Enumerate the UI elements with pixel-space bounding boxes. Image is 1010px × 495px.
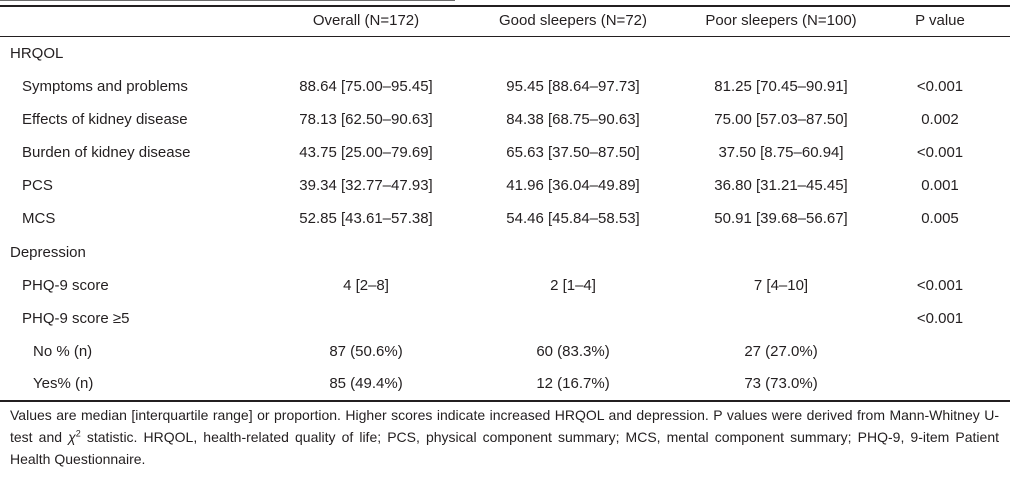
- cell-good-sleepers: 54.46 [45.84–58.53]: [506, 210, 640, 227]
- cell-poor-sleepers: 73 (73.0%): [744, 375, 818, 392]
- cell-overall: 78.13 [62.50–90.63]: [299, 111, 433, 128]
- row-label: Effects of kidney disease: [22, 111, 188, 128]
- cell-overall: 88.64 [75.00–95.45]: [299, 78, 433, 95]
- cell-good-sleepers: 12 (16.7%): [536, 375, 610, 392]
- cell-overall: 43.75 [25.00–79.69]: [299, 144, 433, 161]
- header-good-sleepers: Good sleepers (N=72): [499, 12, 647, 29]
- row-label: PHQ-9 score ≥5: [22, 310, 130, 327]
- cell-p-value: [890, 335, 990, 368]
- cell-overall: 4 [2–8]: [343, 277, 389, 294]
- cell-overall: [266, 302, 466, 335]
- table-top-rule: [0, 5, 1010, 7]
- row-label: Burden of kidney disease: [22, 144, 191, 161]
- footnote-text-part1: Values are median [interquartile range] …: [10, 407, 999, 445]
- row-label: Symptoms and problems: [22, 78, 188, 95]
- header-p-value: P value: [915, 12, 965, 29]
- cropped-title-underline: [0, 0, 455, 1]
- cell-p-value: <0.001: [916, 78, 964, 95]
- table-row: Yes% (n) 85 (49.4%) 12 (16.7%) 73 (73.0%…: [0, 367, 1010, 400]
- table-row: Effects of kidney disease 78.13 [62.50–9…: [0, 103, 1010, 136]
- cell-p-value: [890, 367, 990, 400]
- cropped-title-remnant: [0, 0, 455, 4]
- section-label-depression: Depression: [10, 244, 86, 261]
- cell-overall: 52.85 [43.61–57.38]: [299, 210, 433, 227]
- cell-good-sleepers: 84.38 [68.75–90.63]: [506, 111, 640, 128]
- row-label: Yes% (n): [33, 375, 94, 392]
- cell-good-sleepers: 65.63 [37.50–87.50]: [506, 144, 640, 161]
- table-row: No % (n) 87 (50.6%) 60 (83.3%) 27 (27.0%…: [0, 335, 1010, 368]
- table-row: MCS 52.85 [43.61–57.38] 54.46 [45.84–58.…: [0, 202, 1010, 235]
- cell-good-sleepers: 2 [1–4]: [550, 277, 596, 294]
- table-row: PCS 39.34 [32.77–47.93] 41.96 [36.04–49.…: [0, 169, 1010, 202]
- cell-p-value: <0.001: [916, 144, 964, 161]
- cell-p-value: 0.002: [921, 111, 959, 128]
- cell-poor-sleepers: 27 (27.0%): [744, 343, 818, 360]
- table-header-row: Overall (N=172) Good sleepers (N=72) Poo…: [0, 4, 1010, 37]
- row-label: PCS: [22, 177, 53, 194]
- cell-p-value: 0.005: [921, 210, 959, 227]
- cell-p-value: 0.001: [921, 177, 959, 194]
- cell-poor-sleepers: 50.91 [39.68–56.67]: [714, 210, 848, 227]
- row-label: MCS: [22, 210, 56, 227]
- cell-p-value: <0.001: [916, 277, 964, 294]
- cell-good-sleepers: 41.96 [36.04–49.89]: [506, 177, 640, 194]
- cell-good-sleepers: [473, 302, 673, 335]
- cell-poor-sleepers: 7 [4–10]: [753, 277, 809, 294]
- cell-p-value: <0.001: [916, 310, 964, 327]
- table-header-rule: [0, 36, 1010, 37]
- cell-overall: 85 (49.4%): [329, 375, 403, 392]
- row-label: No % (n): [33, 343, 93, 360]
- cell-overall: 39.34 [32.77–47.93]: [299, 177, 433, 194]
- section-row-hrqol: HRQOL: [0, 37, 1010, 70]
- row-label: PHQ-9 score: [22, 277, 109, 294]
- header-poor-sleepers: Poor sleepers (N=100): [705, 12, 857, 29]
- section-label-hrqol: HRQOL: [10, 45, 64, 62]
- footnote-text-part2: statistic. HRQOL, health-related quality…: [10, 429, 999, 467]
- table-row: PHQ-9 score 4 [2–8] 2 [1–4] 7 [4–10] <0.…: [0, 269, 1010, 302]
- cell-poor-sleepers: 81.25 [70.45–90.91]: [714, 78, 848, 95]
- table-bottom-rule: [0, 400, 1010, 402]
- cell-poor-sleepers: 37.50 [8.75–60.94]: [718, 144, 844, 161]
- cell-poor-sleepers: [681, 302, 881, 335]
- cell-good-sleepers: 95.45 [88.64–97.73]: [506, 78, 640, 95]
- cell-good-sleepers: 60 (83.3%): [536, 343, 610, 360]
- header-overall: Overall (N=172): [312, 12, 420, 29]
- table-footnote: Values are median [interquartile range] …: [10, 404, 999, 470]
- chi-superscript: 2: [75, 428, 81, 439]
- table-row: Symptoms and problems 88.64 [75.00–95.45…: [0, 70, 1010, 103]
- table-row: PHQ-9 score ≥5 <0.001: [0, 302, 1010, 335]
- table-row: Burden of kidney disease 43.75 [25.00–79…: [0, 136, 1010, 169]
- section-row-depression: Depression: [0, 236, 1010, 269]
- cell-poor-sleepers: 75.00 [57.03–87.50]: [714, 111, 848, 128]
- chi-symbol: χ: [68, 429, 76, 445]
- cell-poor-sleepers: 36.80 [31.21–45.45]: [714, 177, 848, 194]
- cell-overall: 87 (50.6%): [329, 343, 403, 360]
